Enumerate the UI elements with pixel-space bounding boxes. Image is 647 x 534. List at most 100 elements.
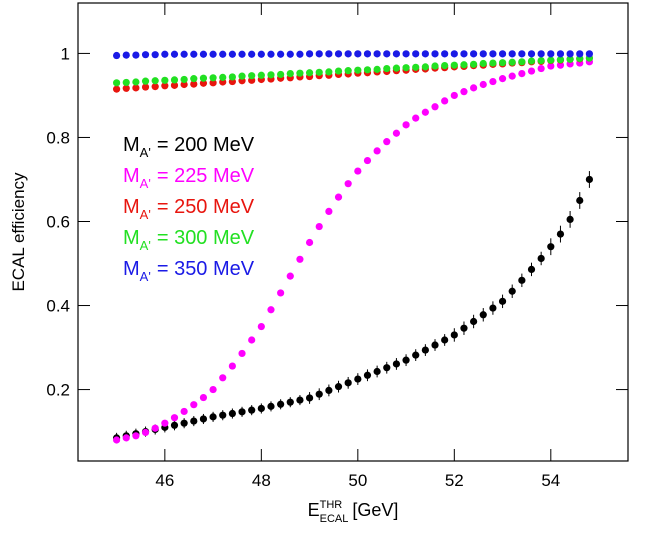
legend-label: = 225 MeV [157,165,255,187]
data-point [431,62,439,70]
data-point [238,72,246,80]
legend-symbol-sub: A' [140,145,151,160]
data-point [373,367,381,376]
data-point [325,207,333,216]
data-point [556,56,565,64]
legend-entry: MA' = 250 MeV [123,196,255,222]
data-point [383,50,391,58]
data-point [141,77,150,85]
data-point [470,60,478,68]
data-point [334,50,343,58]
data-point [228,73,236,81]
legend-label: = 250 MeV [157,196,255,218]
data-point [460,50,468,58]
data-point [479,80,487,89]
data-point [508,72,516,80]
data-point [325,386,333,395]
data-point [508,58,516,66]
data-point [132,51,140,59]
data-point [412,114,420,122]
data-point [498,59,507,67]
data-point [508,50,516,58]
data-point [286,272,294,280]
data-point [151,424,159,432]
data-point [219,411,227,419]
data-point [441,50,449,58]
data-point [450,91,458,100]
data-point [354,375,362,383]
data-point [537,64,545,73]
data-point [441,97,449,105]
data-point [498,50,507,58]
data-point [334,193,343,201]
data-point [238,349,246,358]
legend-entry: MA' = 350 MeV [123,258,255,284]
data-point [527,67,536,75]
legend-label: = 300 MeV [157,227,255,249]
legend-entry: MA' = 225 MeV [123,165,255,191]
data-point [122,78,130,87]
data-point [566,215,574,223]
data-point [450,61,458,69]
data-point [431,103,439,111]
data-point [257,322,265,331]
x-label-main: E [308,500,320,520]
data-point [547,243,555,251]
data-point [141,428,150,437]
data-point [315,50,323,58]
data-point [219,73,227,81]
data-point [354,50,362,58]
data-point [228,409,236,418]
legend-symbol: M [123,165,140,187]
data-point [315,390,323,398]
data-point [518,58,526,66]
data-point [180,75,188,84]
data-point [421,108,429,116]
legend-symbol-sub: A' [140,238,151,253]
data-point [286,50,294,58]
data-point [431,50,439,58]
data-point [460,61,468,69]
data-point [277,400,285,408]
data-point [547,56,555,64]
data-point [402,64,410,72]
data-point [151,77,159,85]
legend-symbol-sub: A' [140,176,151,191]
data-point [199,393,208,402]
data-point [112,79,121,87]
data-point [209,50,217,58]
data-point [248,336,256,344]
data-point [248,72,256,80]
y-tick-label: 1 [61,44,70,63]
data-point [151,83,159,91]
data-point [161,419,169,427]
data-point [460,324,468,332]
data-point [489,304,497,312]
legend-label: = 350 MeV [157,258,255,280]
data-point [585,50,594,58]
data-point [392,50,401,58]
data-point [122,51,130,59]
data-point [257,50,265,58]
data-point [470,84,478,92]
data-point [402,50,410,58]
data-point [190,80,198,88]
data-point [479,311,487,319]
data-point [373,65,381,73]
data-point [566,55,574,63]
legend-symbol: M [123,196,140,218]
data-point [170,421,179,429]
data-point [344,180,352,188]
data-point [421,63,429,71]
data-point [257,404,265,413]
data-point [373,147,381,155]
data-point [296,50,304,58]
data-point [267,306,275,314]
data-point [161,50,169,58]
data-point [286,69,294,78]
data-point [199,50,208,58]
data-point [209,413,217,421]
data-point [518,50,526,58]
data-point [132,432,140,440]
data-point [228,50,236,58]
